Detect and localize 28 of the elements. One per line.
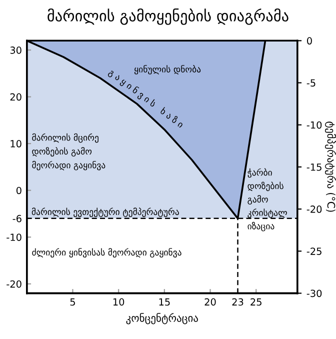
y2-tick-label: -5 xyxy=(306,79,316,87)
y-tick-label: -6 xyxy=(12,214,22,222)
x-tick-label: 10 xyxy=(113,298,124,306)
y2-tick-label: -20 xyxy=(306,206,322,213)
y2-axis-title: ტემპერატურა (°C) xyxy=(324,122,336,212)
ref-line-label: მარილის ევთექტური ტემპერატურა xyxy=(32,208,179,217)
y-tick-label: 0 xyxy=(16,186,22,194)
chart-title: მარილის გამოყენების დიაგრამა xyxy=(48,8,288,25)
y2-tick-label: -25 xyxy=(306,248,322,255)
x-tick-label: 15 xyxy=(159,298,170,306)
y2-tick-label: -30 xyxy=(306,290,322,298)
y-tick-label: 30 xyxy=(10,46,22,54)
y2-tick-label: 0 xyxy=(307,37,312,45)
y-tick-label: 20 xyxy=(10,93,22,101)
y2-tick-label: -15 xyxy=(306,164,322,171)
annotation: ძლიერი ყინვისას მეორადი გაყინვა xyxy=(32,248,182,258)
annotation: ყინულის დნობა xyxy=(134,65,201,74)
annotation: ჭარბი დოზების გამო კრისტალ იზაცია xyxy=(248,168,287,232)
y-tick-label: -20 xyxy=(6,280,22,288)
y2-tick-label: -10 xyxy=(306,121,322,129)
y-tick-label: 10 xyxy=(10,140,22,148)
x-tick-label: 25 xyxy=(250,298,262,306)
x-axis-title: კონცენტრაცია xyxy=(126,313,198,324)
annotation: მარილის მცირე დოზების გამო მეორადი გაყინვა xyxy=(32,133,106,170)
x-tick-label: 5 xyxy=(70,298,75,306)
x-tick-label: 20 xyxy=(204,298,216,306)
y-tick-label: -10 xyxy=(6,234,22,241)
x-tick-label: 23 xyxy=(232,298,244,306)
